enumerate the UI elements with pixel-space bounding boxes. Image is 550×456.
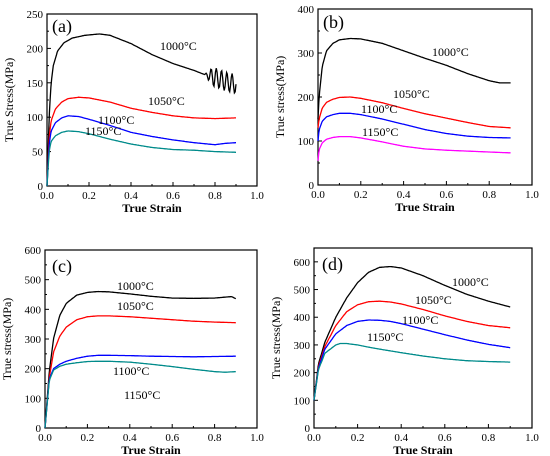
y-tick-label: 100 bbox=[294, 395, 311, 407]
panel-2: 0.0 0.2 0.4 0.6 0.8 1.0 0 100 200 300 400 True Stra… bbox=[273, 4, 539, 214]
y-tick-label: 400 bbox=[298, 4, 315, 16]
y-tick-label: 500 bbox=[25, 275, 42, 287]
y-tick-label: 200 bbox=[298, 92, 315, 104]
y-tick-label: 200 bbox=[27, 43, 44, 55]
series-label: 1000°C bbox=[432, 45, 469, 59]
plot-frame bbox=[313, 247, 533, 429]
series-line-1150 bbox=[44, 360, 236, 429]
series-label: 1050°C bbox=[117, 299, 154, 313]
y-tick-label: 200 bbox=[25, 364, 42, 376]
x-tick-label: 0.6 bbox=[166, 190, 180, 202]
panel-3: 0.0 0.2 0.4 0.6 0.8 1.0 0 100 200 300 400 500 600 Tru… bbox=[0, 245, 264, 456]
y-tick-label: 100 bbox=[27, 112, 44, 124]
series-line-1100 bbox=[46, 115, 236, 187]
x-tick-label: 0.2 bbox=[351, 432, 365, 444]
x-tick-label: 1.0 bbox=[250, 190, 264, 202]
x-axis-title: True Strain bbox=[122, 201, 182, 215]
x-tick-label: 0.6 bbox=[438, 432, 452, 444]
x-tick-label: 0.8 bbox=[482, 432, 496, 444]
panel-label: (b) bbox=[323, 12, 344, 33]
y-axis-title: True stress(MPa) bbox=[273, 56, 287, 139]
series-line-1100 bbox=[313, 319, 511, 401]
series-line-1050 bbox=[44, 315, 236, 429]
series-line-1150 bbox=[313, 342, 511, 401]
x-tick-label: 0.4 bbox=[394, 432, 408, 444]
series-label: 1100°C bbox=[98, 113, 134, 127]
series-line-1050 bbox=[313, 300, 511, 401]
panel-label: (d) bbox=[322, 254, 343, 275]
x-tick-label: 0.2 bbox=[82, 190, 96, 202]
x-tick-label: 0.2 bbox=[81, 432, 95, 444]
y-tick-label: 400 bbox=[294, 312, 311, 324]
x-tick-label: 0.0 bbox=[307, 432, 321, 444]
x-tick-label: 0.6 bbox=[440, 189, 454, 201]
y-tick-label: 0 bbox=[36, 423, 42, 435]
series-label: 1100°C bbox=[113, 364, 149, 378]
y-tick-label: 100 bbox=[298, 136, 315, 148]
panel-label: (c) bbox=[52, 256, 72, 277]
series-line-1150 bbox=[46, 130, 236, 187]
x-tick-label: 0.2 bbox=[354, 189, 368, 201]
x-tick-label: 0.4 bbox=[123, 432, 137, 444]
y-tick-label: 0 bbox=[38, 181, 44, 193]
y-axis-title: True stress(MPa) bbox=[0, 298, 14, 381]
x-tick-label: 0.8 bbox=[208, 190, 222, 202]
y-tick-label: 300 bbox=[294, 340, 311, 352]
series-line-1050 bbox=[46, 96, 236, 187]
series-label: 1050°C bbox=[148, 94, 185, 108]
series-label: 1000°C bbox=[117, 279, 154, 293]
panel-4: 0.0 0.2 0.4 0.6 0.8 1.0 0 100 200 300 400 500 600 Tru… bbox=[269, 247, 539, 456]
x-axis-title: True Strain bbox=[393, 443, 453, 456]
x-tick-label: 1.0 bbox=[525, 189, 539, 201]
x-tick-label: 0.4 bbox=[397, 189, 411, 201]
y-axis-title: True Stress(MPa) bbox=[2, 58, 16, 143]
y-tick-label: 300 bbox=[25, 334, 42, 346]
series-line-1000 bbox=[46, 33, 237, 187]
x-tick-label: 1.0 bbox=[525, 432, 539, 444]
x-tick-label: 0.0 bbox=[311, 189, 325, 201]
x-tick-label: 0.4 bbox=[124, 190, 138, 202]
panel-label: (a) bbox=[52, 16, 72, 37]
y-tick-label: 250 bbox=[27, 9, 44, 21]
x-axis-title: True Strain bbox=[121, 443, 181, 456]
series-label: 1000°C bbox=[160, 39, 197, 53]
series-label: 1000°C bbox=[452, 275, 489, 289]
series-label: 1150°C bbox=[367, 330, 403, 344]
y-tick-label: 100 bbox=[25, 393, 42, 405]
series-line-1100 bbox=[44, 354, 236, 429]
series-line-1000 bbox=[44, 290, 237, 429]
x-tick-label: 1.0 bbox=[250, 432, 264, 444]
series-line-1100 bbox=[317, 112, 511, 142]
y-tick-label: 150 bbox=[27, 78, 44, 90]
x-tick-label: 0.0 bbox=[38, 432, 52, 444]
series-label: 1150°C bbox=[85, 124, 121, 138]
x-axis-title: True Strain bbox=[395, 200, 455, 214]
x-tick-label: 0.8 bbox=[208, 432, 222, 444]
y-tick-label: 0 bbox=[305, 423, 311, 435]
series-label: 1100°C bbox=[402, 313, 438, 327]
series-label: 1150°C bbox=[124, 388, 160, 402]
y-tick-label: 0 bbox=[309, 180, 315, 192]
y-tick-label: 600 bbox=[25, 245, 42, 257]
y-tick-label: 500 bbox=[294, 285, 311, 297]
y-tick-label: 50 bbox=[32, 147, 44, 159]
series-line-1150 bbox=[317, 135, 511, 161]
y-tick-label: 300 bbox=[298, 48, 315, 60]
series-line-1000 bbox=[313, 265, 511, 401]
panel-1: 0.0 0.2 0.4 0.6 0.8 1.0 0 50 100 150 200 250 True St… bbox=[2, 9, 264, 215]
series-label: 1050°C bbox=[415, 293, 452, 307]
series-label: 1100°C bbox=[361, 102, 397, 116]
y-tick-label: 200 bbox=[294, 368, 311, 380]
x-tick-label: 0.6 bbox=[165, 432, 179, 444]
y-axis-title: True stress(MPa) bbox=[269, 297, 283, 380]
series-line-1050 bbox=[317, 96, 511, 129]
y-tick-label: 400 bbox=[25, 304, 42, 316]
series-line-1000 bbox=[317, 37, 511, 120]
series-label: 1050°C bbox=[393, 87, 430, 101]
x-tick-label: 0.0 bbox=[40, 190, 54, 202]
series-label: 1150°C bbox=[362, 125, 398, 139]
y-tick-label: 600 bbox=[294, 257, 311, 269]
x-tick-label: 0.8 bbox=[482, 189, 496, 201]
